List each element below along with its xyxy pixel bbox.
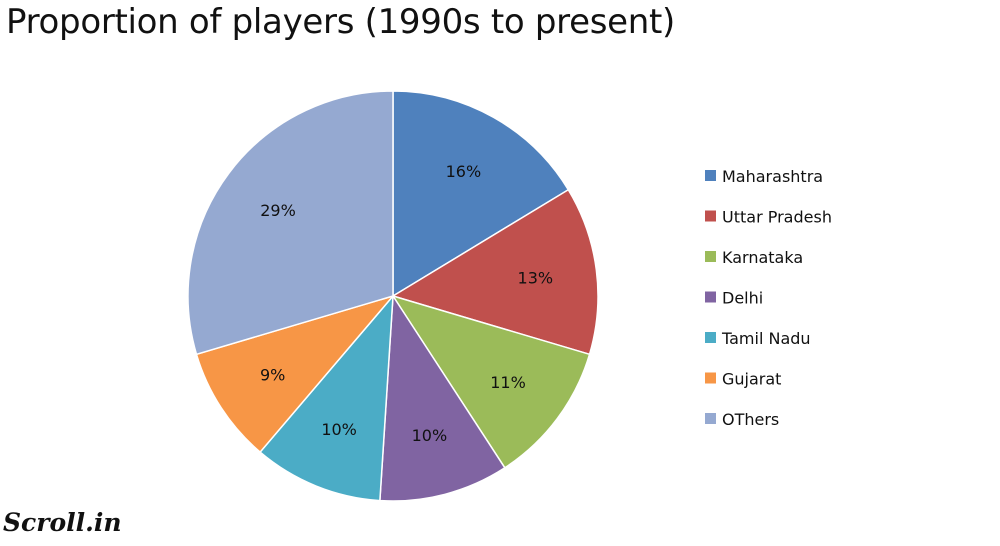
- data-label-gujarat: 9%: [260, 365, 285, 384]
- legend-swatch-delhi: [705, 291, 716, 303]
- legend-swatch-others: [705, 413, 716, 424]
- pie-slice-others: [187, 90, 394, 356]
- pie-slice-karnataka: [391, 294, 591, 469]
- legend: Maharashtra Uttar Pradesh Karnataka Delhi Ta…: [705, 167, 832, 429]
- legend-swatch-uttar-pradesh: [705, 210, 716, 222]
- chart-title: Proportion of players (1990s to present): [6, 2, 675, 42]
- legend-swatch-gujarat: [705, 372, 716, 384]
- data-label-maharashtra: 16%: [446, 162, 482, 181]
- pie-slice-maharashtra: [392, 90, 570, 298]
- legend-label-tamil-nadu: Tamil Nadu: [721, 329, 811, 348]
- pie-slice-tamil-nadu: [259, 293, 394, 502]
- legend-swatch-maharashtra: [705, 170, 716, 181]
- pie-data-labels: 16% 13% 11% 10% 10% 9% 29%: [260, 162, 553, 445]
- scroll-logo: Scroll.in: [3, 508, 122, 537]
- data-label-uttar-pradesh: 13%: [518, 269, 554, 288]
- legend-label-uttar-pradesh: Uttar Pradesh: [722, 208, 832, 227]
- data-label-karnataka: 11%: [490, 373, 526, 392]
- legend-swatch-karnataka: [705, 251, 716, 262]
- legend-label-delhi: Delhi: [722, 289, 763, 308]
- data-label-delhi: 10%: [412, 426, 448, 445]
- pie-slice-gujarat: [195, 294, 396, 454]
- legend-label-gujarat: Gujarat: [722, 370, 781, 389]
- legend-label-maharashtra: Maharashtra: [722, 167, 823, 186]
- pie-slice-delhi: [379, 293, 506, 502]
- pie-slices: [187, 90, 599, 502]
- legend-label-others: OThers: [722, 410, 779, 429]
- pie-slice-uttar-pradesh: [391, 188, 599, 356]
- legend-swatch-tamil-nadu: [705, 332, 716, 343]
- data-label-others: 29%: [260, 201, 296, 220]
- legend-label-karnataka: Karnataka: [722, 248, 803, 267]
- data-label-tamil-nadu: 10%: [321, 420, 357, 439]
